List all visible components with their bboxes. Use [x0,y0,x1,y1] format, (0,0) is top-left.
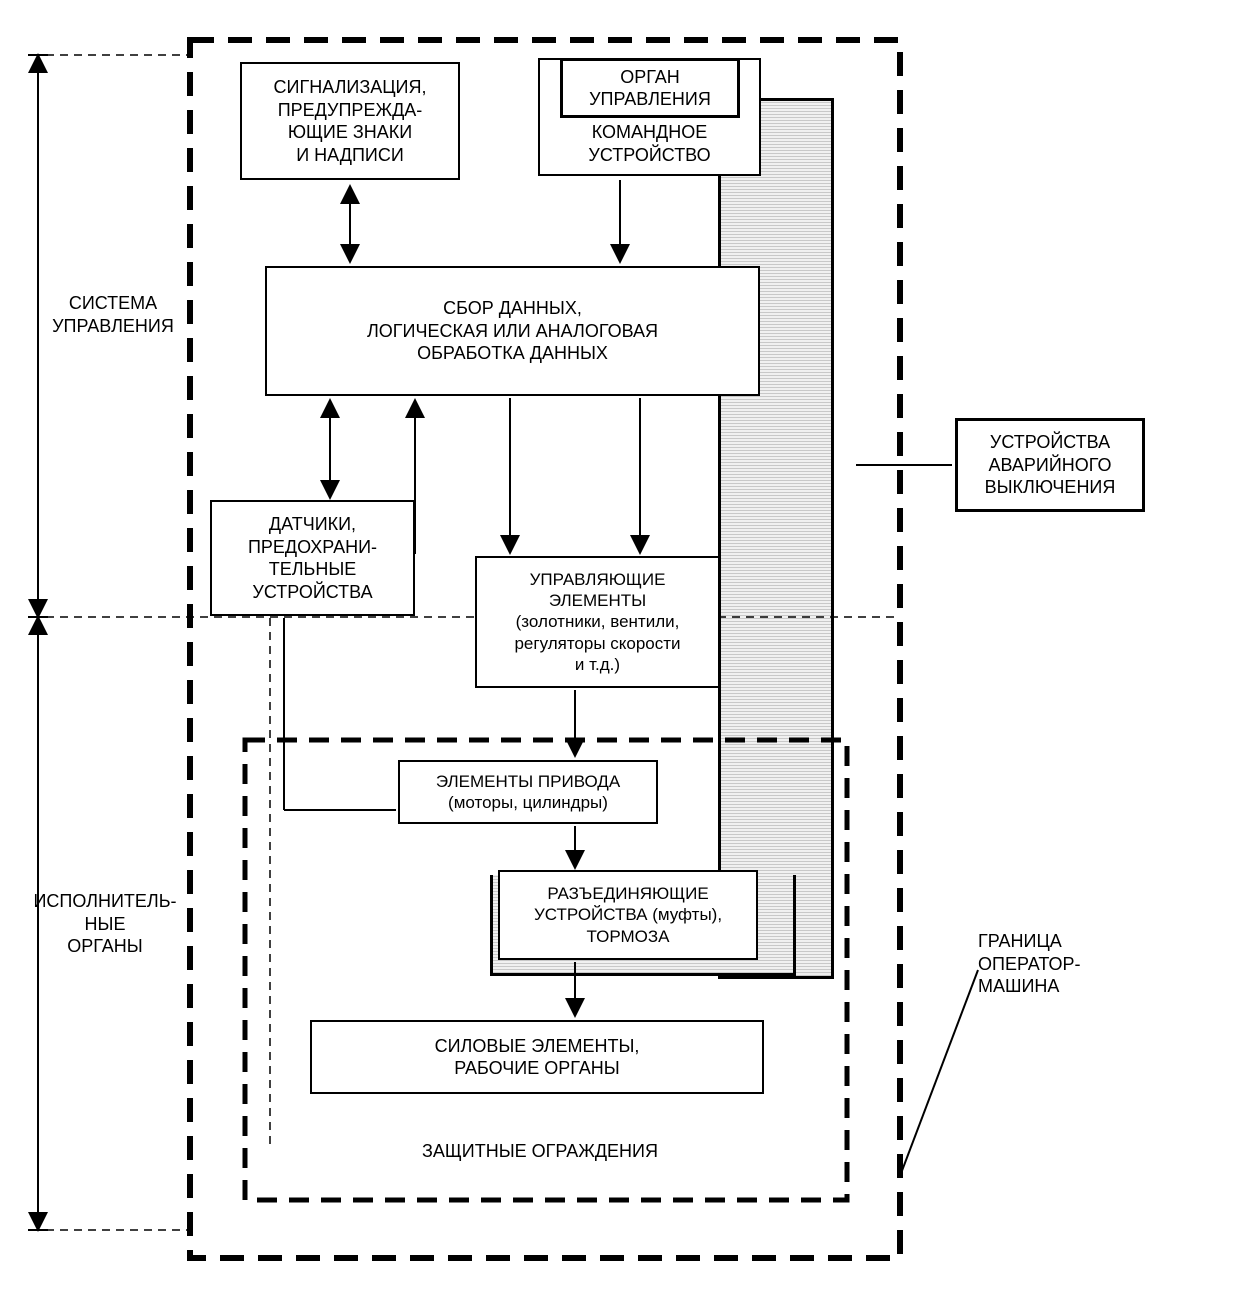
label-text: ЗАЩИТНЫЕ ОГРАЖДЕНИЯ [422,1141,658,1161]
node-text: СИГНАЛИЗАЦИЯ,ПРЕДУПРЕЖДА-ЮЩИЕ ЗНАКИИ НАД… [274,76,427,166]
node-text: РАЗЪЕДИНЯЮЩИЕУСТРОЙСТВА (муфты),ТОРМОЗА [534,883,722,947]
node-text: УСТРОЙСТВААВАРИЙНОГОВЫКЛЮЧЕНИЯ [985,431,1116,499]
node-text: СИЛОВЫЕ ЭЛЕМЕНТЫ,РАБОЧИЕ ОРГАНЫ [435,1035,640,1080]
node-data-processing: СБОР ДАННЫХ,ЛОГИЧЕСКАЯ ИЛИ АНАЛОГОВАЯОБР… [265,266,760,396]
side-label-control-system: СИСТЕМАУПРАВЛЕНИЯ [48,292,178,337]
side-label-actuators: ИСПОЛНИТЕЛЬ-НЫЕОРГАНЫ [20,890,190,958]
node-text: ЭЛЕМЕНТЫ ПРИВОДА(моторы, цилиндры) [436,771,620,814]
node-control-elements: УПРАВЛЯЮЩИЕЭЛЕМЕНТЫ(золотники, вентили,р… [475,556,720,688]
node-sensors: ДАТЧИКИ,ПРЕДОХРАНИ-ТЕЛЬНЫЕУСТРОЙСТВА [210,500,415,616]
label-text: ГРАНИЦАОПЕРАТОР-МАШИНА [978,931,1081,996]
node-text: КОМАНДНОЕУСТРОЙСТВО [588,121,710,166]
diagram-canvas: СИСТЕМАУПРАВЛЕНИЯ ИСПОЛНИТЕЛЬ-НЫЕОРГАНЫ … [20,20,1226,1279]
node-text: СБОР ДАННЫХ,ЛОГИЧЕСКАЯ ИЛИ АНАЛОГОВАЯОБР… [367,297,658,365]
node-drive-elements: ЭЛЕМЕНТЫ ПРИВОДА(моторы, цилиндры) [398,760,658,824]
node-text: ОРГАНУПРАВЛЕНИЯ [589,66,711,111]
side-label-text: СИСТЕМАУПРАВЛЕНИЯ [52,293,174,336]
node-signals: СИГНАЛИЗАЦИЯ,ПРЕДУПРЕЖДА-ЮЩИЕ ЗНАКИИ НАД… [240,62,460,180]
label-guards: ЗАЩИТНЫЕ ОГРАЖДЕНИЯ [380,1140,700,1163]
node-disconnect: РАЗЪЕДИНЯЮЩИЕУСТРОЙСТВА (муфты),ТОРМОЗА [498,870,758,960]
side-label-text: ИСПОЛНИТЕЛЬ-НЫЕОРГАНЫ [33,891,176,956]
label-boundary: ГРАНИЦАОПЕРАТОР-МАШИНА [978,930,1128,998]
node-text: УПРАВЛЯЮЩИЕЭЛЕМЕНТЫ(золотники, вентили,р… [514,569,680,675]
emergency-shaded-vertical [718,98,834,979]
node-text: ДАТЧИКИ,ПРЕДОХРАНИ-ТЕЛЬНЫЕУСТРОЙСТВА [248,513,377,603]
node-control-organ: ОРГАНУПРАВЛЕНИЯ [560,58,740,118]
node-power-elements: СИЛОВЫЕ ЭЛЕМЕНТЫ,РАБОЧИЕ ОРГАНЫ [310,1020,764,1094]
node-emergency: УСТРОЙСТВААВАРИЙНОГОВЫКЛЮЧЕНИЯ [955,418,1145,512]
